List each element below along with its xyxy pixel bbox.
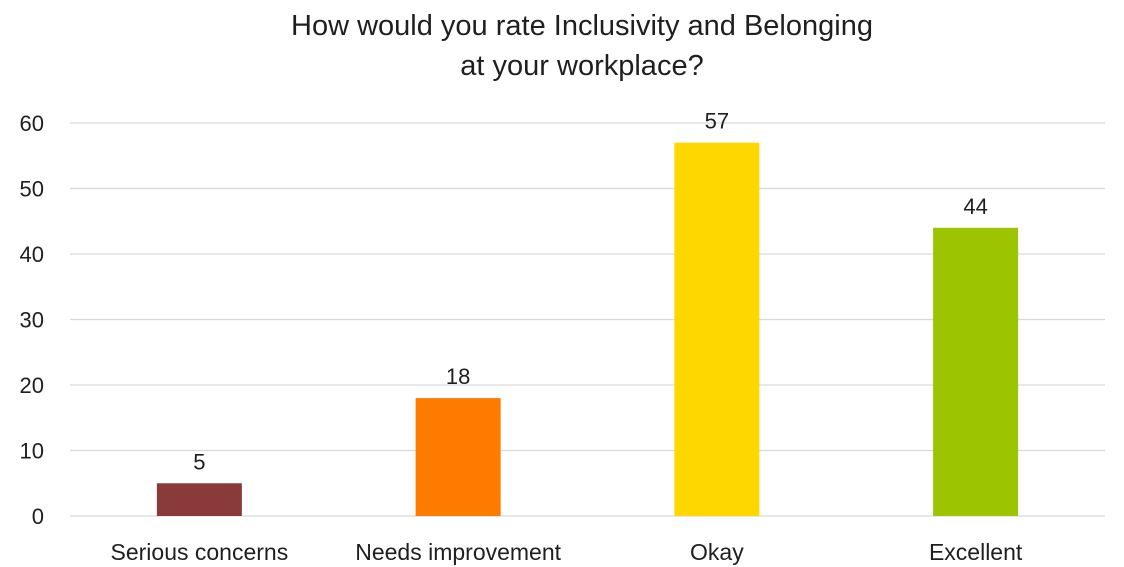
bar-2	[674, 142, 760, 516]
y-tick-label: 20	[20, 373, 44, 398]
chart-title-line-2: at your workplace?	[460, 50, 704, 82]
data-label: 18	[446, 364, 470, 389]
x-category-label: Serious concerns	[111, 539, 289, 565]
y-tick-label: 30	[20, 308, 44, 333]
y-tick-label: 10	[20, 439, 44, 464]
bar-0	[156, 483, 242, 516]
chart-title-line-1: How would you rate Inclusivity and Belon…	[291, 10, 873, 42]
data-label: 44	[963, 194, 987, 219]
y-tick-label: 40	[20, 242, 44, 267]
y-tick-label: 60	[20, 111, 44, 136]
x-category-label: Okay	[690, 539, 744, 565]
data-label: 5	[193, 449, 205, 474]
x-category-label: Needs improvement	[355, 539, 561, 565]
bar-3	[933, 227, 1019, 517]
x-category-label: Excellent	[929, 539, 1023, 565]
bar-1	[415, 398, 501, 516]
chart-title: How would you rate Inclusivity and Belon…	[0, 6, 1124, 86]
y-tick-label: 50	[20, 177, 44, 202]
y-tick-label: 0	[32, 504, 44, 529]
data-label: 57	[705, 109, 729, 134]
